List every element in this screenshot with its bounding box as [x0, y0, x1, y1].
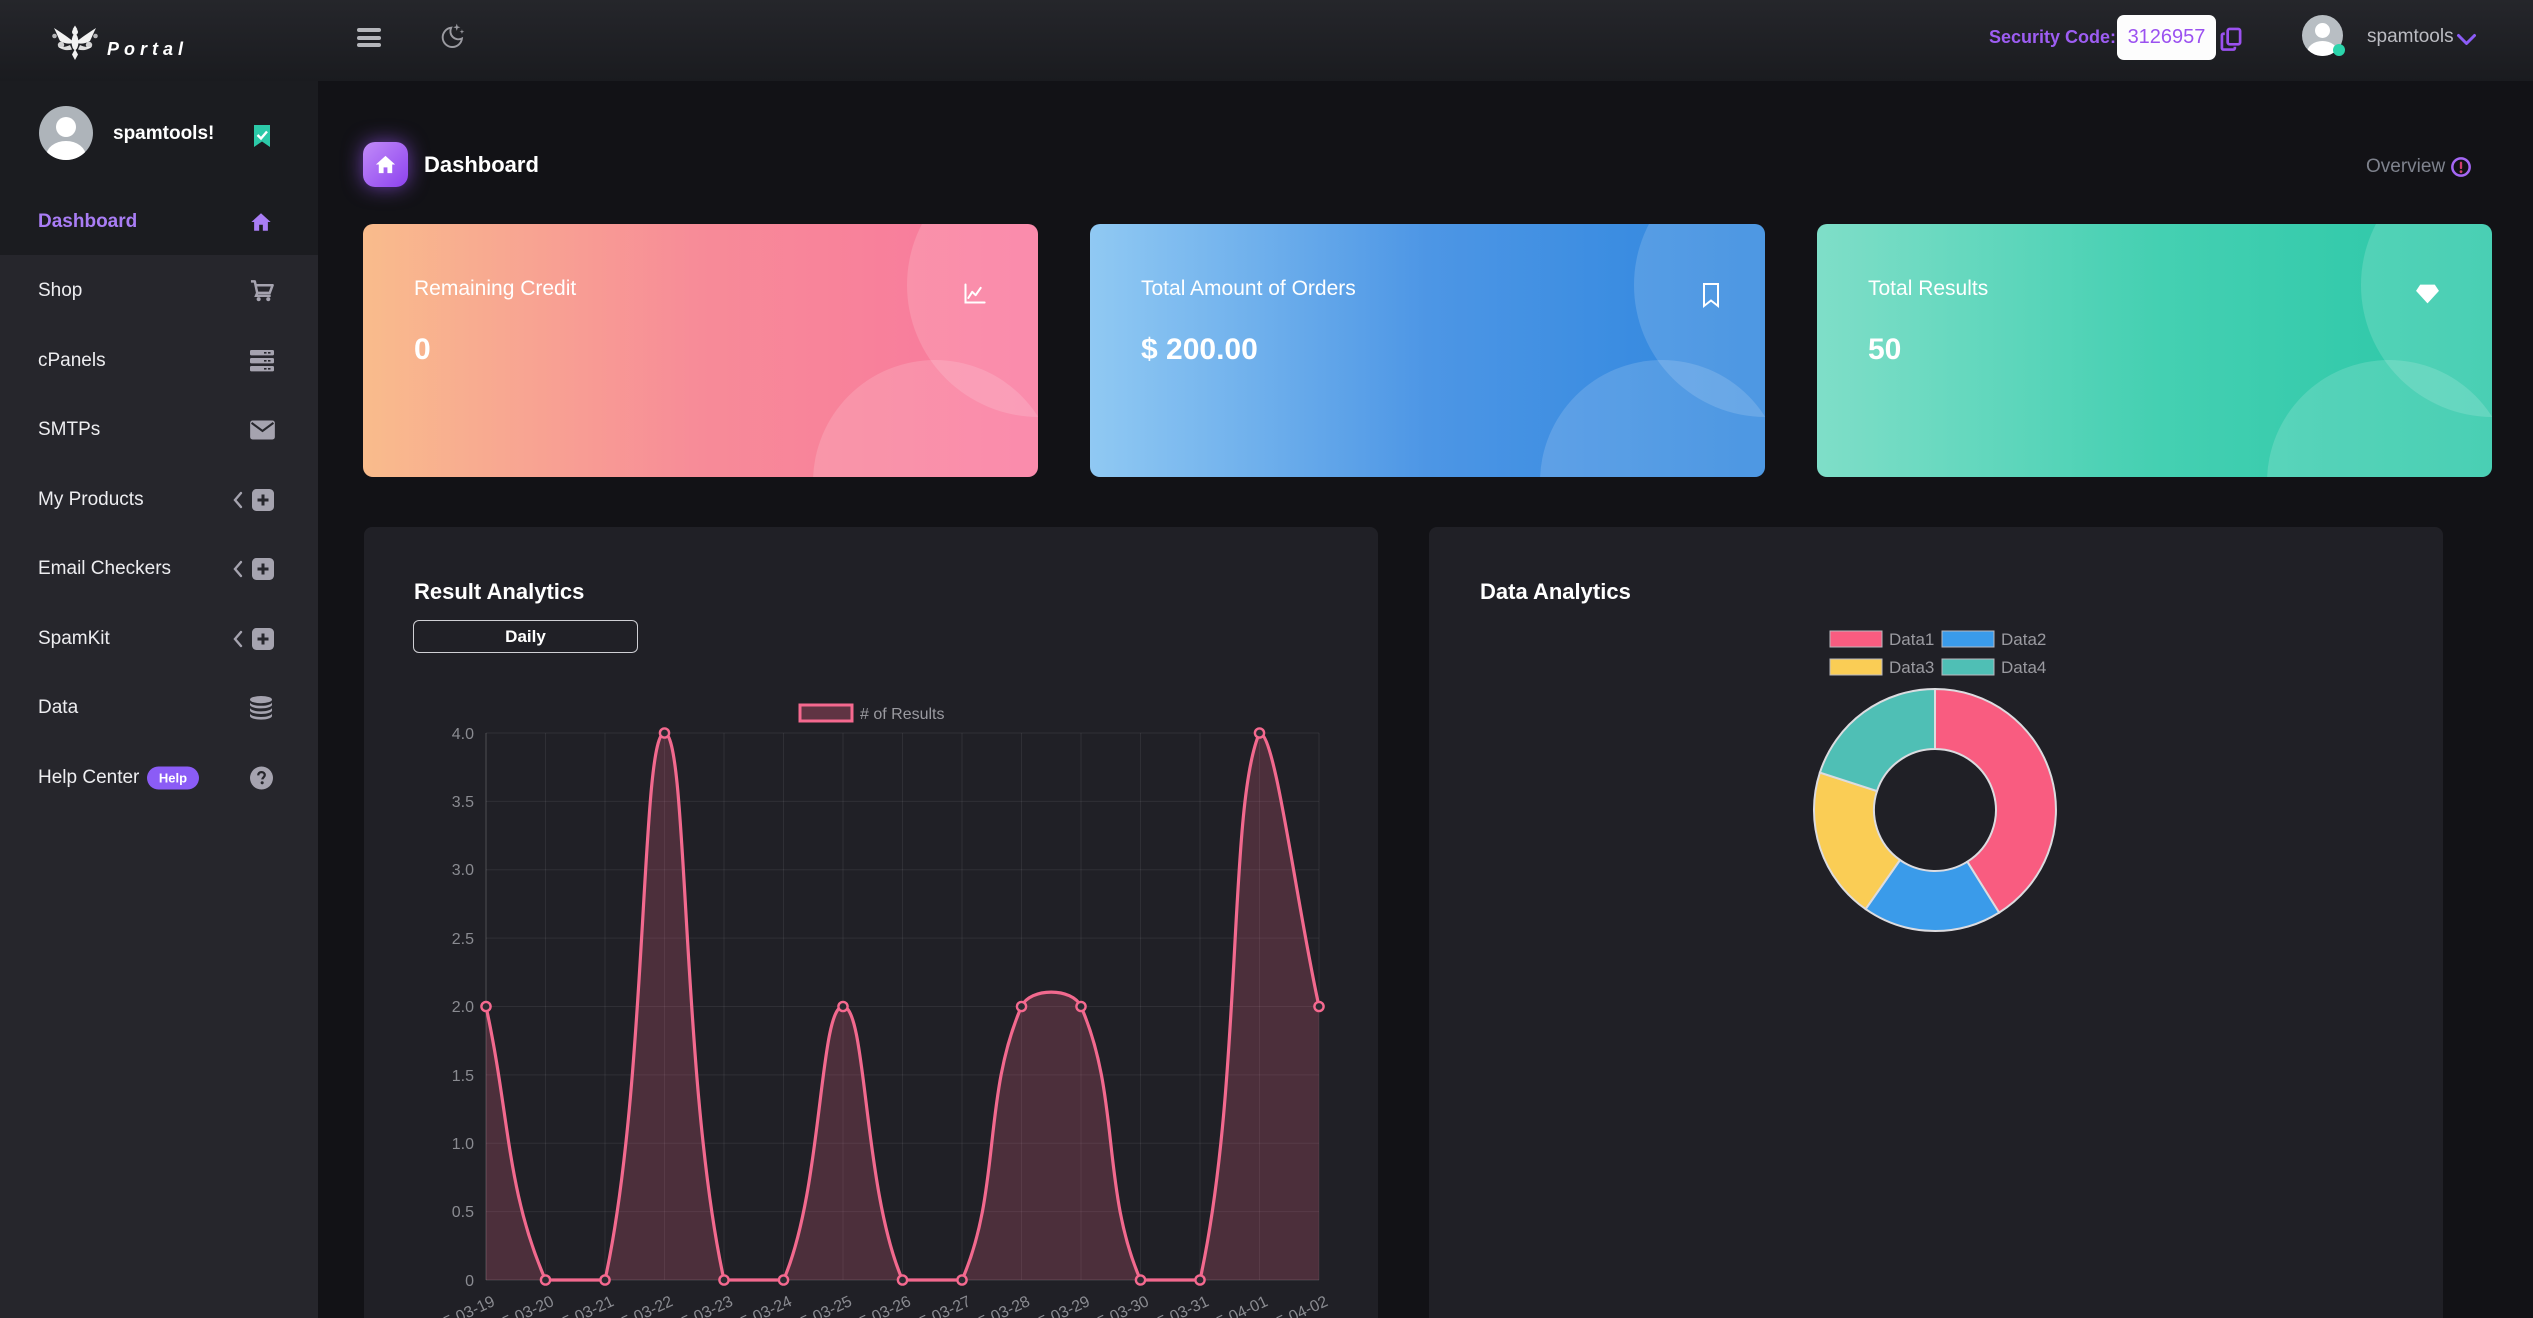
svg-text:0: 0 [465, 1273, 474, 1290]
svg-text:2.0: 2.0 [452, 999, 474, 1016]
svg-text:4.0: 4.0 [452, 726, 474, 743]
svg-text:3.5: 3.5 [452, 794, 474, 811]
svg-text:Data2: Data2 [2001, 630, 2046, 649]
svg-text:1.5: 1.5 [452, 1068, 474, 1085]
svg-text:2025 03-19: 2025 03-19 [417, 1293, 498, 1318]
svg-text:1.0: 1.0 [452, 1136, 474, 1153]
svg-text:# of Results: # of Results [860, 706, 944, 723]
svg-text:0.5: 0.5 [452, 1204, 474, 1221]
svg-text:2.5: 2.5 [452, 931, 474, 948]
svg-text:Data4: Data4 [2001, 658, 2046, 677]
svg-text:3.0: 3.0 [452, 862, 474, 879]
svg-text:Data1: Data1 [1889, 630, 1934, 649]
svg-text:Data3: Data3 [1889, 658, 1934, 677]
